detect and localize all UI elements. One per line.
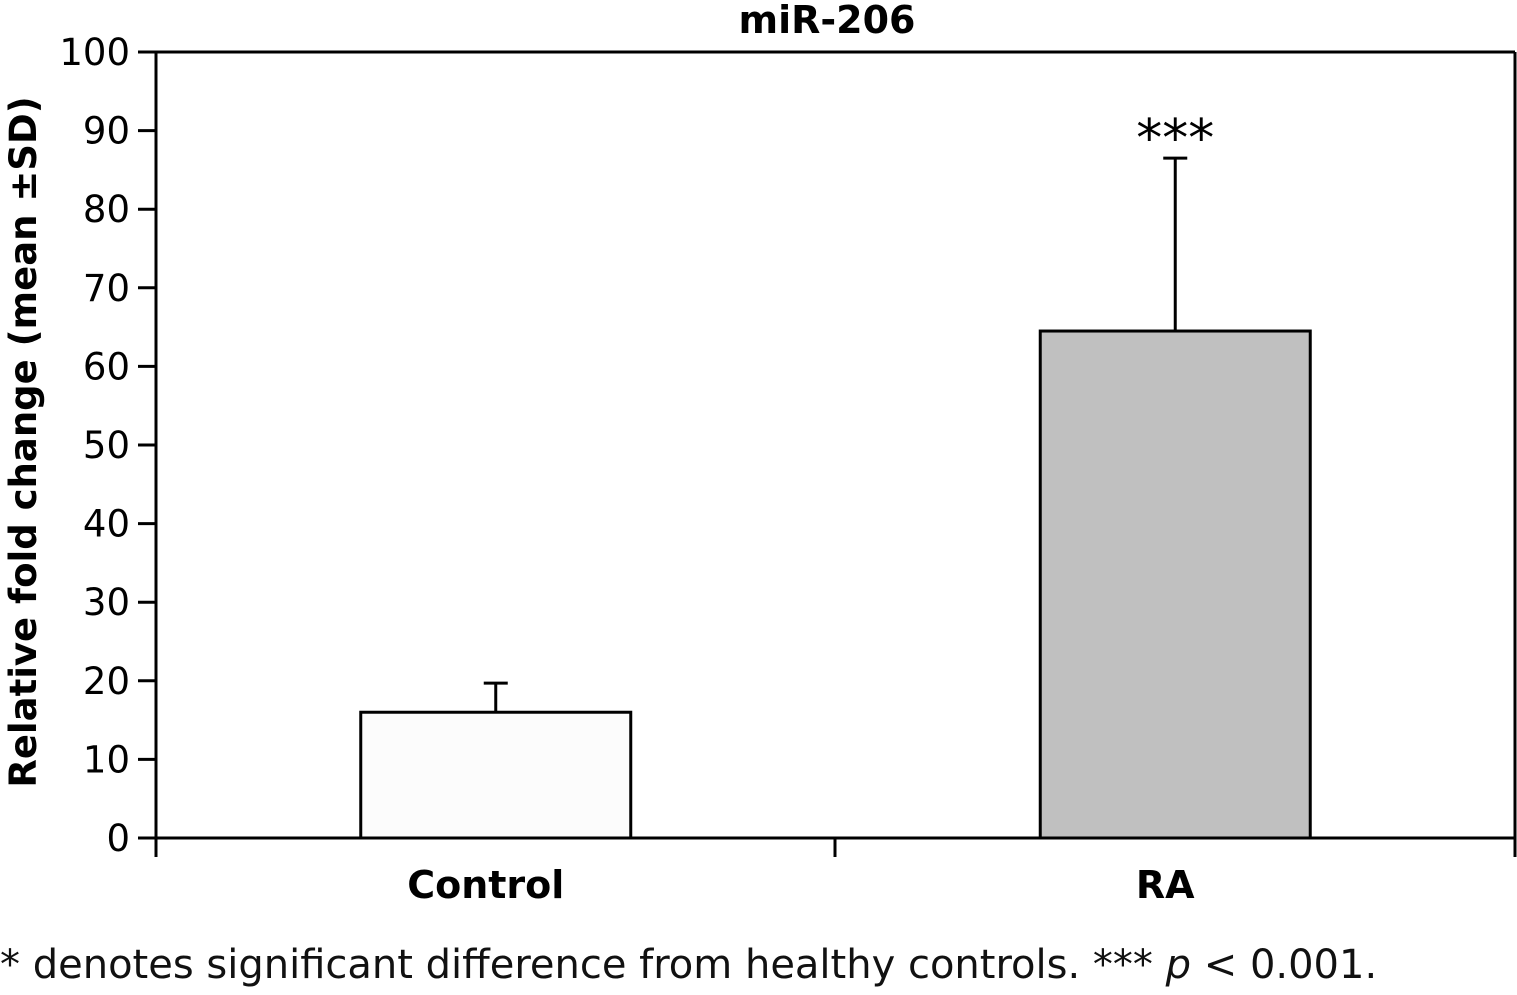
y-tick-label-60: 60	[83, 345, 130, 388]
y-tick-label-10: 10	[83, 738, 130, 781]
x-category-label-ra: RA	[1136, 863, 1195, 907]
bar-ra	[1038, 329, 1312, 840]
y-tick-label-90: 90	[83, 110, 130, 153]
y-axis-ticks: 0 10 20 30 40 50 60 70 80 90 100	[59, 31, 156, 860]
y-tick-label-100: 100	[59, 31, 130, 74]
y-tick-label-70: 70	[83, 267, 130, 310]
bar-control	[359, 710, 633, 840]
chart-title: miR-206	[739, 0, 916, 42]
footnote: * denotes significant difference from he…	[0, 940, 1377, 990]
significance-marker-ra: ***	[1136, 109, 1214, 169]
x-axis-labels: Control RA	[407, 863, 1195, 907]
y-tick-label-50: 50	[83, 424, 130, 467]
y-tick-label-40: 40	[83, 503, 130, 546]
footnote-text: * denotes significant difference from he…	[0, 942, 1166, 988]
y-tick-label-0: 0	[106, 817, 130, 860]
y-tick-label-20: 20	[83, 660, 130, 703]
y-axis-label: Relative fold change (mean ±SD)	[2, 96, 45, 787]
y-tick-label-30: 30	[83, 581, 130, 624]
footnote-p-threshold: < 0.001.	[1191, 942, 1378, 988]
y-tick-label-80: 80	[83, 188, 130, 231]
bars-group: ***	[359, 109, 1312, 840]
footnote-p-symbol: p	[1165, 942, 1191, 988]
x-category-label-control: Control	[407, 863, 564, 907]
